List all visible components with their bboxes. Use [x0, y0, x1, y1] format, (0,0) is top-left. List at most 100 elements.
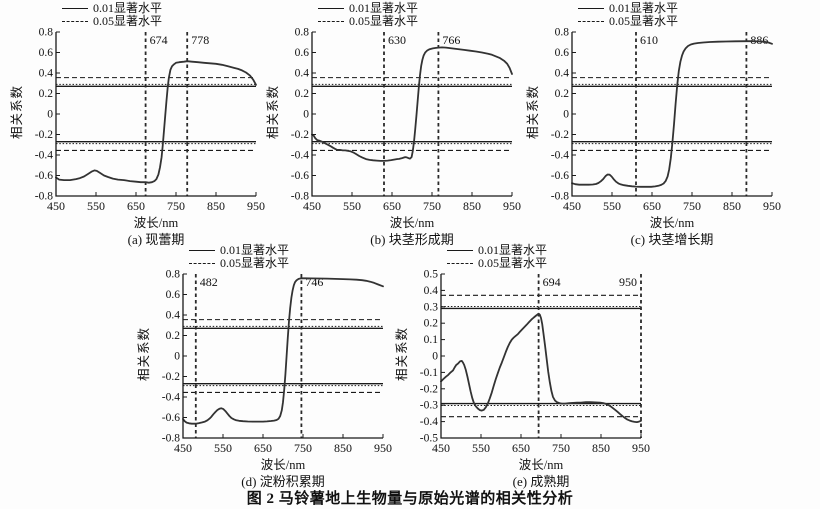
axis-frame — [311, 32, 512, 197]
x-tick-label: 450 — [174, 441, 192, 455]
y-tick-label: 0.4 — [295, 68, 310, 80]
x-tick-label: 950 — [763, 199, 781, 213]
y-tick-label: -0.5 — [420, 433, 438, 445]
y-tick-label: -0.1 — [420, 367, 438, 379]
x-tick-label: 650 — [512, 441, 530, 455]
chart-b-tuber-formation-stage: 0.01显著水平 0.05显著水平 相关系数 630 766 0.8 0.6 0.4 0.… — [262, 2, 521, 249]
y-tick-label: 0.8 — [555, 27, 570, 39]
legend-label-005: 0.05显著水平 — [349, 14, 419, 28]
y-tick-label: 0.4 — [555, 68, 570, 80]
chart-a-budding-stage: 0.01显著水平 0.05显著水平 相关系数 674 778 0.8 0.6 0.4 0.… — [6, 2, 265, 249]
marker-label: 746 — [305, 275, 323, 289]
y-tick-label: 0 — [47, 109, 53, 121]
x-tick-label: 750 — [423, 199, 441, 213]
y-tick-label: -0.6 — [35, 170, 53, 182]
marker-label: 950 — [619, 275, 637, 289]
y-tick-label: 0.5 — [424, 269, 439, 281]
y-tick-label: 0.6 — [39, 47, 54, 59]
x-tick-label: 650 — [127, 199, 145, 213]
legend-item-solid: 0.01显著水平 — [318, 2, 514, 15]
y-tick-label: 0.4 — [39, 68, 54, 80]
x-tick-label: 850 — [723, 199, 741, 213]
x-tick-label: 550 — [214, 441, 232, 455]
marker-label: 766 — [442, 33, 460, 47]
y-tick-label: 0.2 — [39, 88, 54, 100]
dashed-line-sample-icon — [578, 21, 604, 22]
y-tick-label: -0.8 — [162, 433, 180, 445]
legend: 0.01显著水平 0.05显著水平 — [447, 244, 643, 270]
y-tick-label: 0.8 — [295, 27, 310, 39]
plot-area-e: 694 950 0.5 0.4 0.3 0.2 0.1 0 -0.1 -0.2 -0.3 -0.4 -0… — [420, 269, 650, 456]
x-tick-label: 550 — [87, 199, 105, 213]
y-tick-label: 0.2 — [166, 330, 181, 342]
correlation-curve — [440, 312, 642, 424]
y-tick-label: -0.4 — [35, 150, 53, 162]
legend: 0.01显著水平 0.05显著水平 — [578, 2, 774, 28]
legend: 0.01显著水平 0.05显著水平 — [189, 244, 385, 270]
solid-line-sample-icon — [578, 8, 604, 9]
x-axis-title: 波长/nm — [518, 458, 564, 472]
correlation-curve — [311, 46, 513, 162]
marker-label: 482 — [200, 275, 218, 289]
marker-label: 674 — [150, 33, 168, 47]
solid-line-sample-icon — [62, 8, 88, 9]
y-tick-label: -0.2 — [35, 129, 53, 141]
marker-label: 610 — [640, 33, 658, 47]
dashed-line-sample-icon — [447, 263, 473, 264]
y-tick-label: 0.8 — [166, 269, 181, 281]
y-tick-label: 0.3 — [424, 301, 439, 313]
y-tick-label: 0.6 — [295, 47, 310, 59]
chart-caption: (e) 成熟期 — [512, 474, 570, 489]
legend-label-001: 0.01显著水平 — [93, 1, 163, 15]
solid-line-sample-icon — [447, 250, 473, 251]
y-tick-label: 0.8 — [39, 27, 54, 39]
y-axis-title: 相关系数 — [137, 327, 151, 382]
axis-frame — [571, 32, 772, 197]
y-tick-label: 0.2 — [295, 88, 310, 100]
y-tick-label: 0.2 — [555, 88, 570, 100]
correlation-curve — [182, 277, 384, 425]
x-tick-label: 750 — [552, 441, 570, 455]
marker-label: 886 — [750, 33, 768, 47]
x-tick-label: 650 — [383, 199, 401, 213]
y-tick-label: -0.2 — [420, 383, 438, 395]
y-tick-label: 0.1 — [424, 334, 439, 346]
legend-item-dashed: 0.05显著水平 — [578, 15, 774, 28]
legend-label-001: 0.01显著水平 — [609, 1, 679, 15]
y-tick-label: 0 — [563, 109, 569, 121]
y-tick-label: -0.6 — [551, 170, 569, 182]
x-tick-label: 550 — [343, 199, 361, 213]
correlation-curve — [571, 40, 773, 188]
legend-item-solid: 0.01显著水平 — [578, 2, 774, 15]
chart-caption: (b) 块茎形成期 — [370, 232, 454, 247]
y-tick-label: 0 — [303, 109, 309, 121]
x-axis-title: 波长/nm — [389, 216, 435, 230]
y-tick-label: -0.4 — [162, 392, 180, 404]
legend-label-001: 0.01显著水平 — [220, 243, 290, 257]
legend-item-dashed: 0.05显著水平 — [189, 257, 385, 270]
y-tick-label: -0.4 — [551, 150, 569, 162]
y-tick-label: -0.4 — [420, 416, 438, 428]
y-tick-label: -0.2 — [551, 129, 569, 141]
x-tick-label: 450 — [303, 199, 321, 213]
x-tick-label: 950 — [247, 199, 265, 213]
legend: 0.01显著水平 0.05显著水平 — [318, 2, 514, 28]
y-tick-label: -0.8 — [551, 191, 569, 203]
x-tick-label: 850 — [334, 441, 352, 455]
legend-label-005: 0.05显著水平 — [478, 256, 548, 270]
legend-item-dashed: 0.05显著水平 — [318, 15, 514, 28]
y-tick-label: -0.4 — [291, 150, 309, 162]
x-tick-label: 650 — [643, 199, 661, 213]
correlation-curve — [55, 60, 257, 184]
x-tick-label: 750 — [294, 441, 312, 455]
chart-e-maturity-stage: 0.01显著水平 0.05显著水平 相关系数 694 950 0.5 0.4 0.3 0.… — [391, 244, 650, 491]
y-tick-label: -0.8 — [35, 191, 53, 203]
y-tick-label: 0.2 — [424, 318, 439, 330]
legend: 0.01显著水平 0.05显著水平 — [62, 2, 258, 28]
solid-line-sample-icon — [189, 250, 215, 251]
legend-label-005: 0.05显著水平 — [220, 256, 290, 270]
axis-frame — [440, 274, 641, 439]
x-tick-label: 750 — [167, 199, 185, 213]
